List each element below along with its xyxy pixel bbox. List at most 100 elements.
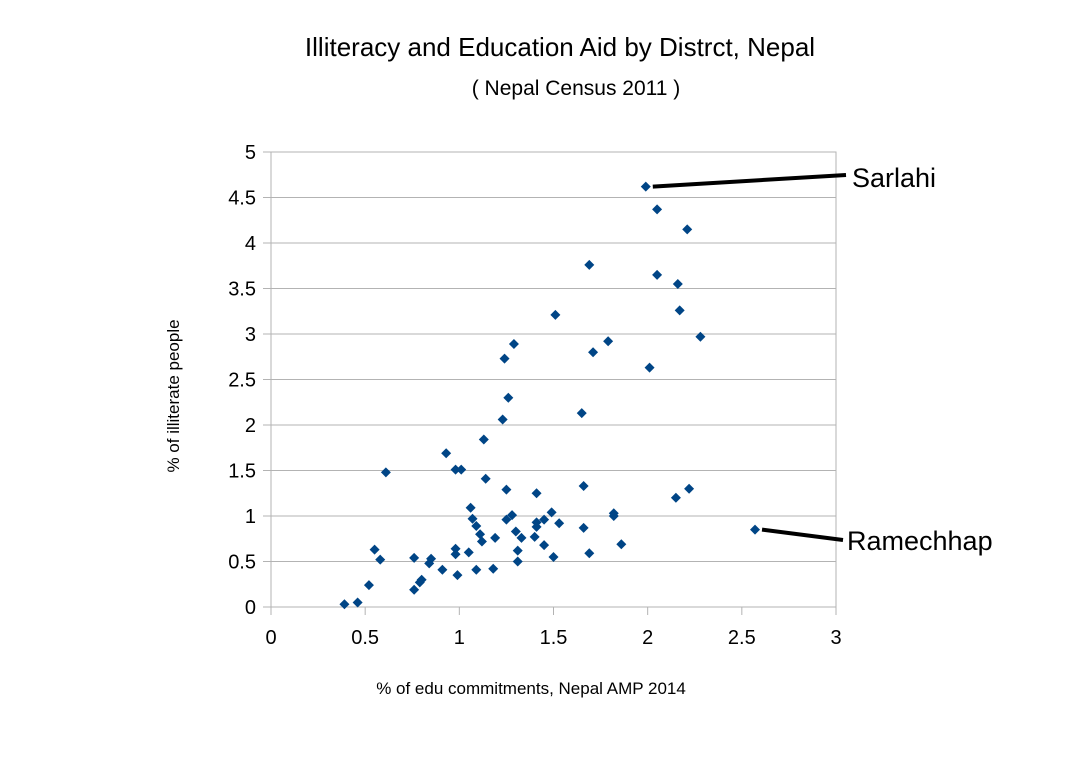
data-point [369, 544, 380, 555]
data-point [531, 488, 542, 499]
y-axis-ticks: 0 0.5 1 1.5 2 2.5 3 3.5 4 4.5 5 [228, 142, 271, 619]
data-point [471, 521, 482, 532]
data-point [424, 558, 435, 569]
data-point [539, 540, 550, 551]
data-point [695, 331, 706, 342]
data-point [507, 510, 518, 521]
y-tick-label: 1 [245, 506, 256, 528]
data-point [450, 549, 461, 560]
data-point [503, 392, 514, 403]
data-point [437, 564, 448, 575]
data-point [603, 336, 614, 347]
data-point [672, 278, 683, 289]
data-point [409, 584, 420, 595]
x-tick-label: 3 [830, 627, 841, 649]
gridlines [271, 151, 836, 608]
data-point [501, 484, 512, 495]
data-point [516, 532, 527, 543]
data-point [480, 473, 491, 484]
data-point [339, 599, 350, 610]
data-point [409, 552, 420, 563]
data-point [501, 514, 512, 525]
data-point [576, 408, 587, 419]
data-point [584, 548, 595, 559]
y-tick-label: 2.5 [228, 370, 256, 392]
annotations: Sarlahi Ramechhap [652, 163, 993, 556]
data-point [450, 464, 461, 475]
data-point [512, 556, 523, 567]
x-tick-label: 1.5 [540, 627, 568, 649]
annotation-leader [652, 173, 847, 189]
data-point [550, 309, 561, 320]
x-tick-label: 0 [265, 627, 276, 649]
data-point [456, 464, 467, 475]
data-points [339, 181, 761, 610]
data-point [490, 532, 501, 543]
data-point [588, 347, 599, 358]
data-point [441, 448, 452, 459]
data-point [475, 529, 486, 540]
y-tick-label: 2 [245, 415, 256, 437]
x-axis-label: % of edu commitments, Nepal AMP 2014 [376, 679, 686, 698]
data-point [578, 522, 589, 533]
chart-subtitle: ( Nepal Census 2011 ) [472, 77, 681, 100]
data-point [548, 551, 559, 562]
data-point [644, 362, 655, 373]
data-point [471, 564, 482, 575]
data-point [546, 507, 557, 518]
data-point [380, 467, 391, 478]
annotation-label: Sarlahi [852, 163, 936, 193]
chart-title: Illiteracy and Education Aid by Distrct,… [305, 32, 815, 62]
annotation-label: Ramechhap [847, 526, 993, 556]
y-tick-label: 4 [245, 233, 256, 255]
x-tick-label: 1 [454, 627, 465, 649]
y-tick-label: 4.5 [228, 188, 256, 210]
data-point [463, 547, 474, 558]
y-axis-label: % of illiterate people [164, 319, 183, 472]
data-point [608, 511, 619, 521]
data-point [652, 204, 663, 215]
data-point [497, 414, 508, 425]
data-point [539, 514, 550, 525]
data-point [499, 353, 510, 364]
data-point [640, 181, 651, 192]
data-point [684, 483, 695, 494]
data-point [352, 597, 363, 608]
x-tick-label: 2 [642, 627, 653, 649]
data-point [554, 518, 565, 529]
data-point [375, 554, 386, 565]
data-point [363, 580, 374, 591]
y-tick-label: 3 [245, 324, 256, 346]
data-point [682, 224, 693, 235]
data-point [467, 513, 478, 524]
y-tick-label: 3.5 [228, 279, 256, 301]
x-tick-label: 0.5 [351, 627, 379, 649]
data-point [465, 502, 476, 513]
data-point [478, 434, 489, 445]
y-tick-label: 0.5 [228, 552, 256, 574]
data-point [476, 536, 487, 547]
data-point [674, 305, 685, 316]
y-tick-label: 5 [245, 142, 256, 164]
annotation-leader [761, 527, 844, 542]
data-point [531, 521, 542, 532]
y-tick-label: 0 [245, 597, 256, 619]
data-point [616, 539, 627, 550]
data-point [450, 543, 461, 554]
x-axis-ticks: 0 0.5 1 1.5 2 2.5 3 [265, 607, 842, 649]
data-point [512, 545, 523, 556]
data-point [750, 524, 761, 535]
data-point [652, 269, 663, 280]
data-point [584, 259, 595, 270]
data-point [529, 531, 540, 542]
data-point [508, 339, 519, 350]
data-point [452, 570, 463, 581]
data-point [510, 526, 521, 537]
y-tick-label: 1.5 [228, 461, 256, 483]
x-tick-label: 2.5 [728, 627, 756, 649]
data-point [578, 480, 589, 491]
data-point [414, 577, 425, 588]
data-point [670, 492, 681, 503]
data-point [488, 563, 499, 574]
